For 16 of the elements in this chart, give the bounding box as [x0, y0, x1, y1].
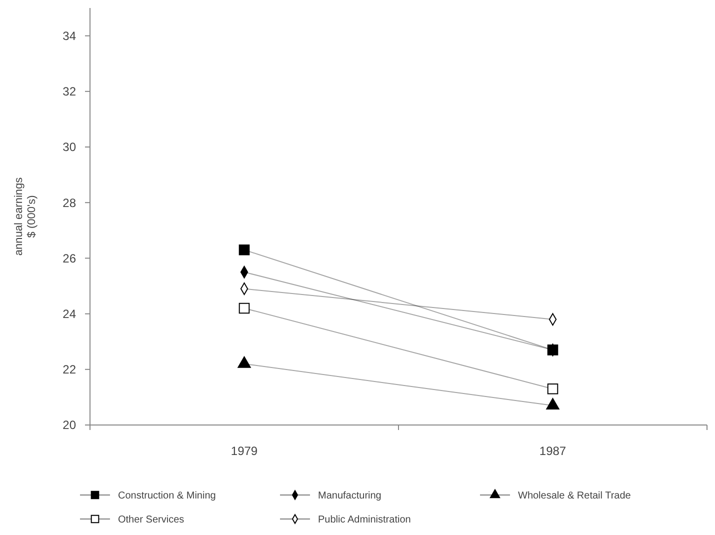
- y-tick-label: 34: [62, 29, 76, 43]
- x-tick-label: 1987: [539, 444, 566, 458]
- y-tick-label: 22: [62, 362, 76, 377]
- legend-label: Construction & Mining: [118, 490, 216, 502]
- legend-label: Public Administration: [318, 514, 411, 526]
- y-tick-label: 30: [62, 140, 76, 154]
- y-tick-label: 28: [62, 196, 76, 210]
- y-tick-label: 32: [62, 84, 76, 99]
- y-tick-label: 24: [62, 307, 76, 321]
- legend-label: Wholesale & Retail Trade: [518, 490, 632, 502]
- y-axis-title: annual earnings $ (000's): [13, 176, 38, 256]
- legend-label: Other Services: [118, 514, 184, 526]
- x-tick-label: 1979: [230, 444, 258, 458]
- y-tick-label: 20: [62, 418, 76, 432]
- legend-label: Manufacturing: [318, 490, 382, 502]
- y-tick-label: 26: [62, 251, 76, 266]
